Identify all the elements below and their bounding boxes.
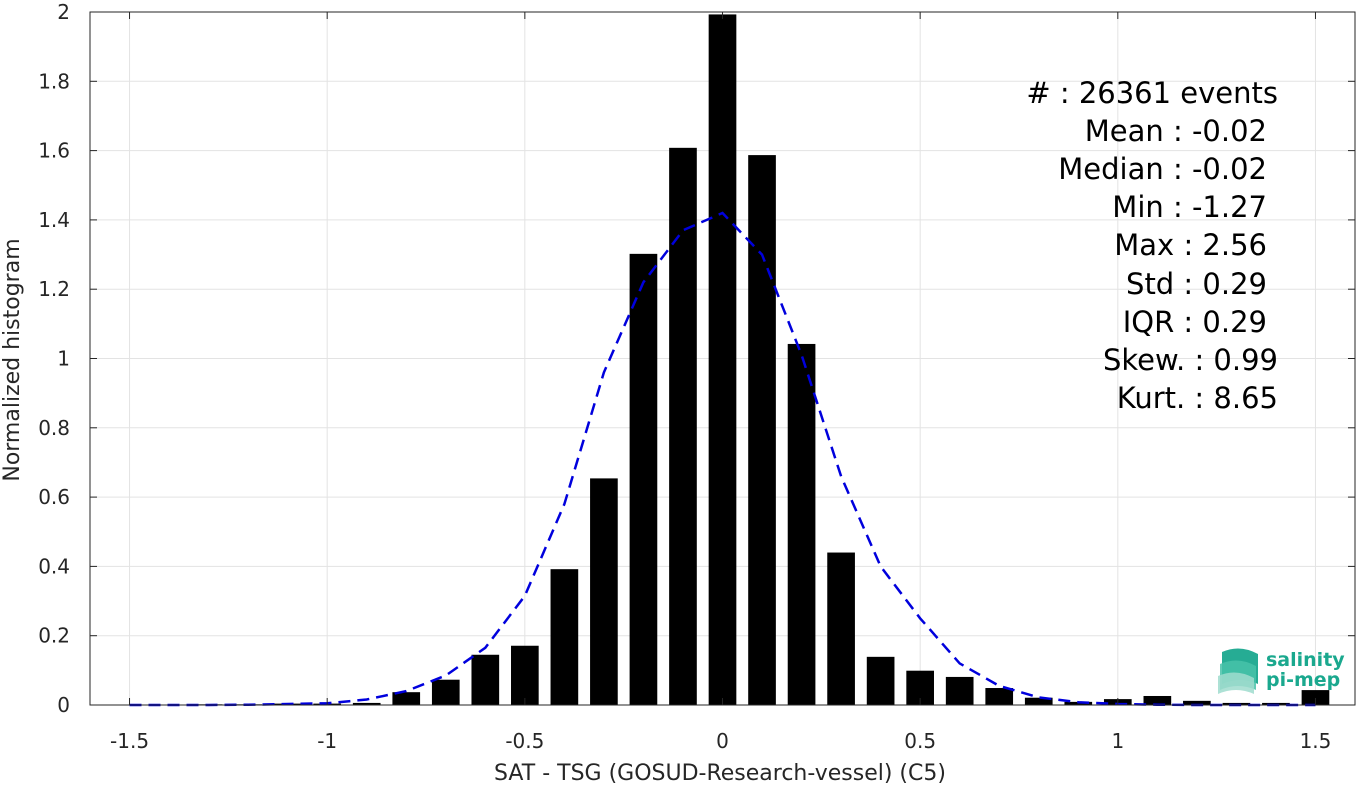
y-tick-label: 0 bbox=[57, 693, 70, 717]
y-tick-label: 2 bbox=[57, 0, 70, 24]
histogram-bars bbox=[194, 14, 1330, 706]
histogram-bar bbox=[787, 343, 816, 705]
y-axis-ticks: 0 0.2 0.4 0.6 0.8 1 1.2 1.4 1.6 1.8 2 bbox=[38, 0, 1355, 717]
histogram-bar bbox=[708, 14, 737, 706]
histogram-bar bbox=[352, 702, 381, 705]
stat-skew: Skew. : 0.99 bbox=[1103, 343, 1278, 377]
histogram-bar bbox=[866, 656, 895, 705]
x-tick-label: 1.5 bbox=[1300, 729, 1332, 753]
histogram-bar bbox=[550, 569, 579, 705]
x-axis-ticks: -1.5 -1 -0.5 0 0.5 1 1.5 bbox=[110, 12, 1331, 753]
y-tick-label: 0.8 bbox=[38, 416, 70, 440]
histogram-bar bbox=[629, 253, 658, 705]
x-tick-label: 0.5 bbox=[904, 729, 936, 753]
x-axis-label: SAT - TSG (GOSUD-Research-vessel) (C5) bbox=[494, 761, 946, 785]
histogram-bar bbox=[669, 147, 697, 705]
histogram-bar bbox=[511, 645, 539, 705]
x-tick-label: 0 bbox=[716, 729, 729, 753]
x-tick-label: -1 bbox=[317, 729, 337, 753]
histogram-bar bbox=[827, 552, 855, 705]
histogram-bar bbox=[471, 654, 500, 705]
y-axis-label: Normalized histogram bbox=[0, 238, 25, 481]
histogram-bar bbox=[431, 679, 460, 705]
stat-kurt: Kurt. : 8.65 bbox=[1117, 381, 1278, 415]
y-tick-label: 1.8 bbox=[38, 69, 70, 93]
stat-min: Min : -1.27 bbox=[1112, 190, 1267, 224]
x-tick-label: 1 bbox=[1111, 729, 1124, 753]
y-tick-label: 1.4 bbox=[38, 208, 70, 232]
histogram-bar bbox=[1301, 690, 1330, 705]
stat-median: Median : -0.02 bbox=[1058, 152, 1267, 186]
y-tick-label: 1.6 bbox=[38, 139, 70, 163]
histogram-bar bbox=[748, 155, 776, 706]
logo-text-pi-mep: pi-mep bbox=[1266, 669, 1340, 691]
histogram-bar bbox=[1024, 697, 1053, 705]
wave-logo-icon bbox=[1218, 648, 1258, 694]
stat-iqr: IQR : 0.29 bbox=[1123, 305, 1267, 339]
stat-std: Std : 0.29 bbox=[1126, 267, 1267, 301]
y-tick-label: 0.4 bbox=[38, 554, 70, 578]
y-tick-label: 0.2 bbox=[38, 624, 70, 648]
y-tick-label: 0.6 bbox=[38, 485, 70, 509]
x-tick-label: -1.5 bbox=[110, 729, 149, 753]
stat-max: Max : 2.56 bbox=[1114, 228, 1267, 262]
logo-text-salinity: salinity bbox=[1266, 649, 1345, 671]
x-tick-label: -0.5 bbox=[505, 729, 544, 753]
histogram-bar bbox=[1183, 700, 1211, 705]
y-tick-label: 1 bbox=[57, 347, 70, 371]
salinity-pi-mep-logo: salinity pi-mep bbox=[1218, 648, 1345, 694]
histogram-bar bbox=[590, 478, 618, 705]
histogram-bar bbox=[1143, 695, 1172, 705]
histogram-bar bbox=[945, 676, 974, 705]
stat-mean: Mean : -0.02 bbox=[1085, 114, 1267, 148]
histogram-bar bbox=[392, 692, 421, 705]
histogram-bar bbox=[985, 688, 1014, 705]
stat-events: # : 26361 events bbox=[1026, 76, 1278, 110]
y-tick-label: 1.2 bbox=[38, 277, 70, 301]
statistics-box: # : 26361 events Mean : -0.02 Median : -… bbox=[1026, 76, 1278, 415]
